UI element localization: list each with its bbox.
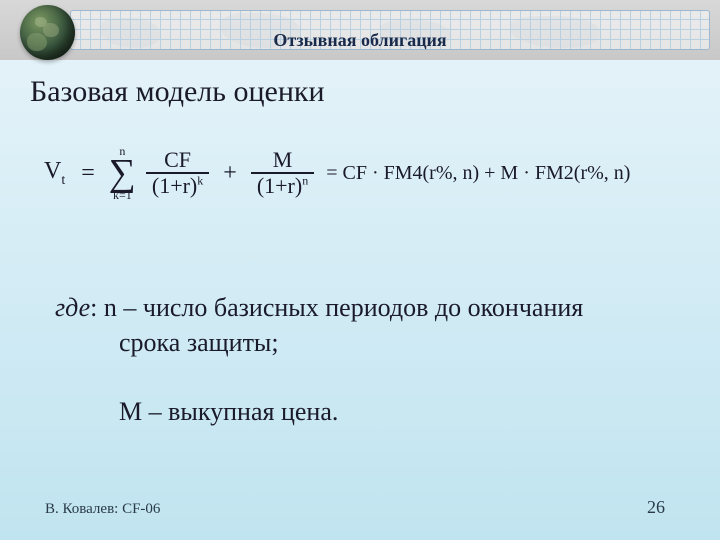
fraction-1: CF (1+r)k [146, 148, 209, 198]
page-number: 26 [647, 497, 665, 518]
formula-lhs: Vt [44, 158, 65, 189]
where-line-2: M – выкупная цена. [119, 394, 680, 429]
header-title: Отзывная облигация [0, 30, 720, 51]
page-heading: Базовая модель оценки [30, 75, 325, 109]
fraction-2: M (1+r)n [251, 148, 314, 198]
where-label: где [55, 293, 90, 322]
where-block: где: n – число базисных периодов до окон… [55, 290, 680, 429]
plus-sign: + [223, 160, 237, 187]
formula-rhs: = CF · FM4(r%, n) + M · FM2(r%, n) [326, 162, 630, 185]
footer-author: В. Ковалев: CF-06 [45, 501, 160, 518]
where-line-1: где: n – число базисных периодов до окон… [55, 290, 680, 325]
equals-sign: = [81, 160, 95, 187]
formula: Vt = n ∑ k=1 CF (1+r)k + M (1+r)n = CF ·… [40, 145, 700, 201]
where-line-1b: срока защиты; [119, 325, 680, 360]
sigma: n ∑ k=1 [109, 145, 136, 201]
